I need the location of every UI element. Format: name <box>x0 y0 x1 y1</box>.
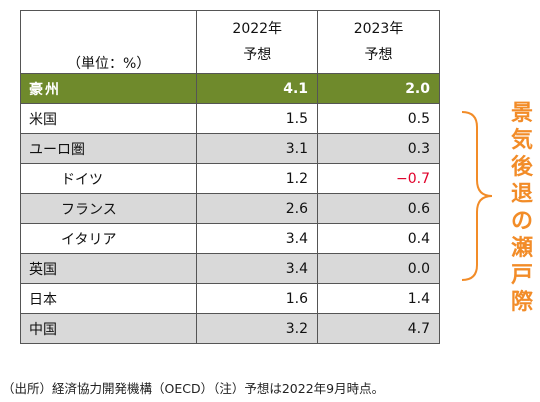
col-2023-sub: 予想 <box>364 47 393 63</box>
source-footnote: （出所）経済協力開発機構（OECD）（注）予想は2022年9月時点。 <box>2 381 385 396</box>
row-value-2022: 3.4 <box>196 223 319 254</box>
side-char: 瀬 <box>510 236 533 261</box>
row-name: ユーロ圏 <box>19 133 198 164</box>
row-name: 日本 <box>19 283 198 314</box>
table-row-italy: イタリア 3.4 0.4 <box>19 223 440 254</box>
unit-label: （単位：%） <box>19 10 198 74</box>
side-char: 退 <box>510 182 533 207</box>
col-2022-sub: 予想 <box>243 47 272 63</box>
row-name: フランス <box>19 193 198 224</box>
col-2023-year: 2023年 <box>353 21 404 37</box>
table-header-row: （単位：%） 2022年 予想 2023年 予想 <box>19 10 440 74</box>
recession-edge-label: 景 気 後 退 の 瀬 戸 際 <box>509 100 535 316</box>
table-row-us: 米国 1.5 0.5 <box>19 103 440 134</box>
row-name: イタリア <box>19 223 198 254</box>
col-2023-header: 2023年 予想 <box>317 10 440 74</box>
row-name: 中国 <box>19 313 198 344</box>
row-value-2022: 4.1 <box>196 73 319 104</box>
side-char: 際 <box>510 290 533 315</box>
row-value-2022: 3.4 <box>196 253 319 284</box>
table-row-uk: 英国 3.4 0.0 <box>19 253 440 284</box>
row-name: 米国 <box>19 103 198 134</box>
side-char: 戸 <box>510 263 533 288</box>
row-name: ドイツ <box>19 163 198 194</box>
row-value-2023: 2.0 <box>317 73 440 104</box>
col-2022-header: 2022年 予想 <box>196 10 319 74</box>
row-value-2022: 3.2 <box>196 313 319 344</box>
row-value-2022: 1.5 <box>196 103 319 134</box>
row-value-2022: 3.1 <box>196 133 319 164</box>
forecast-table: （単位：%） 2022年 予想 2023年 予想 豪州 4.1 2.0 米国 1… <box>19 10 440 344</box>
right-brace-icon <box>461 111 493 281</box>
row-value-2023: 0.3 <box>317 133 440 164</box>
row-value-2022: 1.6 <box>196 283 319 314</box>
side-char: 後 <box>510 155 533 180</box>
row-name: 豪州 <box>19 73 198 104</box>
row-value-2023: 0.4 <box>317 223 440 254</box>
row-name: 英国 <box>19 253 198 284</box>
row-value-2023: 1.4 <box>317 283 440 314</box>
row-value-2022: 1.2 <box>196 163 319 194</box>
row-value-2023: 0.6 <box>317 193 440 224</box>
table-row-france: フランス 2.6 0.6 <box>19 193 440 224</box>
table-row-eurozone: ユーロ圏 3.1 0.3 <box>19 133 440 164</box>
row-value-2023: 0.0 <box>317 253 440 284</box>
side-char: 気 <box>510 128 533 153</box>
side-char: の <box>510 209 533 234</box>
row-value-2023: 0.5 <box>317 103 440 134</box>
row-value-2022: 2.6 <box>196 193 319 224</box>
col-2022-year: 2022年 <box>232 21 283 37</box>
table-row-germany: ドイツ 1.2 −0.7 <box>19 163 440 194</box>
row-value-2023: 4.7 <box>317 313 440 344</box>
row-value-2023: −0.7 <box>317 163 440 194</box>
table-row-china: 中国 3.2 4.7 <box>19 313 440 344</box>
side-char: 景 <box>510 101 533 126</box>
table-row-japan: 日本 1.6 1.4 <box>19 283 440 314</box>
table-row-australia: 豪州 4.1 2.0 <box>19 73 440 104</box>
